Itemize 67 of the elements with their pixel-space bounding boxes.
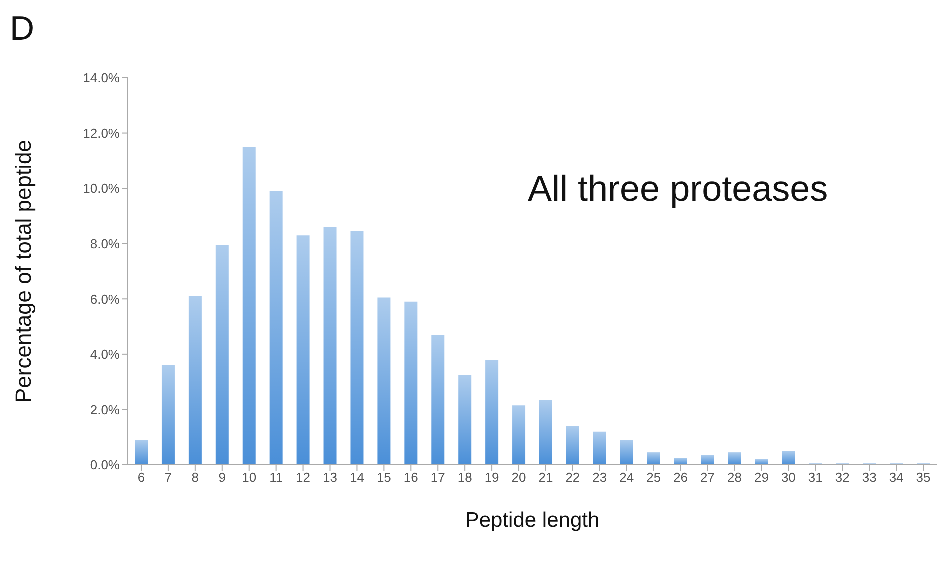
- bar: [242, 147, 256, 465]
- bar: [566, 426, 580, 465]
- x-tick-label: 18: [458, 470, 472, 486]
- y-tick-label: 8.0%: [90, 236, 120, 252]
- x-tick-label: 11: [270, 470, 284, 486]
- y-tick-label: 4.0%: [90, 347, 120, 362]
- x-tick-label: 33: [862, 470, 877, 486]
- bar: [486, 360, 499, 465]
- x-tick-label: 6: [138, 470, 146, 486]
- x-tick-label: 24: [620, 470, 634, 486]
- x-tick-label: 34: [889, 470, 904, 486]
- x-tick-label: 7: [164, 470, 172, 486]
- bar: [162, 365, 175, 465]
- y-tick-label: 10.0%: [83, 181, 120, 196]
- y-axis-title: Percentage of total peptide: [10, 140, 36, 403]
- x-tick-label: 23: [592, 470, 608, 486]
- x-tick-label: 12: [296, 470, 311, 486]
- x-tick-label: 27: [700, 470, 716, 486]
- y-tick-label: 12.0%: [83, 126, 120, 141]
- y-tick-label: 0.0%: [90, 458, 120, 473]
- x-tick-label: 29: [754, 470, 769, 486]
- x-tick-label: 28: [728, 470, 742, 486]
- bar: [296, 236, 310, 465]
- bar: [512, 406, 526, 465]
- annotation: All three proteases: [528, 168, 828, 210]
- y-tick-label: 14.0%: [83, 70, 120, 86]
- bar: [404, 302, 418, 465]
- x-tick-label: 35: [916, 470, 931, 486]
- y-tick-label: 2.0%: [90, 402, 120, 418]
- bar: [324, 227, 337, 465]
- x-tick-label: 9: [218, 470, 226, 486]
- x-axis-title: Peptide length: [465, 509, 600, 532]
- x-tick-label: 31: [808, 470, 823, 486]
- x-tick-label: 15: [376, 470, 392, 486]
- x-tick-label: 14: [350, 470, 364, 486]
- x-tick-label: 17: [430, 470, 446, 486]
- bar: [432, 335, 445, 465]
- bar: [728, 452, 742, 465]
- x-tick-label: 32: [835, 470, 850, 486]
- bar: [701, 455, 714, 465]
- bar: [188, 296, 202, 465]
- bar: [458, 375, 472, 465]
- x-tick-label: 16: [404, 470, 418, 486]
- x-tick-label: 21: [538, 470, 554, 486]
- bar: [270, 191, 283, 465]
- x-tick-label: 8: [192, 470, 200, 486]
- bar: [593, 432, 606, 465]
- x-tick-label: 26: [674, 470, 688, 486]
- x-tick-label: 13: [323, 470, 338, 486]
- bar: [540, 400, 552, 465]
- x-tick-label: 25: [646, 470, 662, 486]
- y-tick-label: 6.0%: [90, 292, 120, 307]
- bar: [647, 452, 660, 465]
- x-tick-label: 19: [484, 470, 500, 486]
- x-tick-label: 10: [242, 470, 257, 486]
- bar: [378, 298, 391, 465]
- text: D: [10, 10, 35, 49]
- x-tick-label: 30: [781, 470, 796, 486]
- bar: [755, 459, 768, 465]
- x-tick-label: 20: [512, 470, 526, 486]
- bar: [135, 440, 148, 465]
- bar: [782, 451, 796, 465]
- bar: [620, 440, 634, 465]
- x-tick-label: 22: [566, 470, 580, 486]
- bar: [350, 231, 364, 465]
- bar: [216, 245, 229, 465]
- bar: [674, 458, 688, 465]
